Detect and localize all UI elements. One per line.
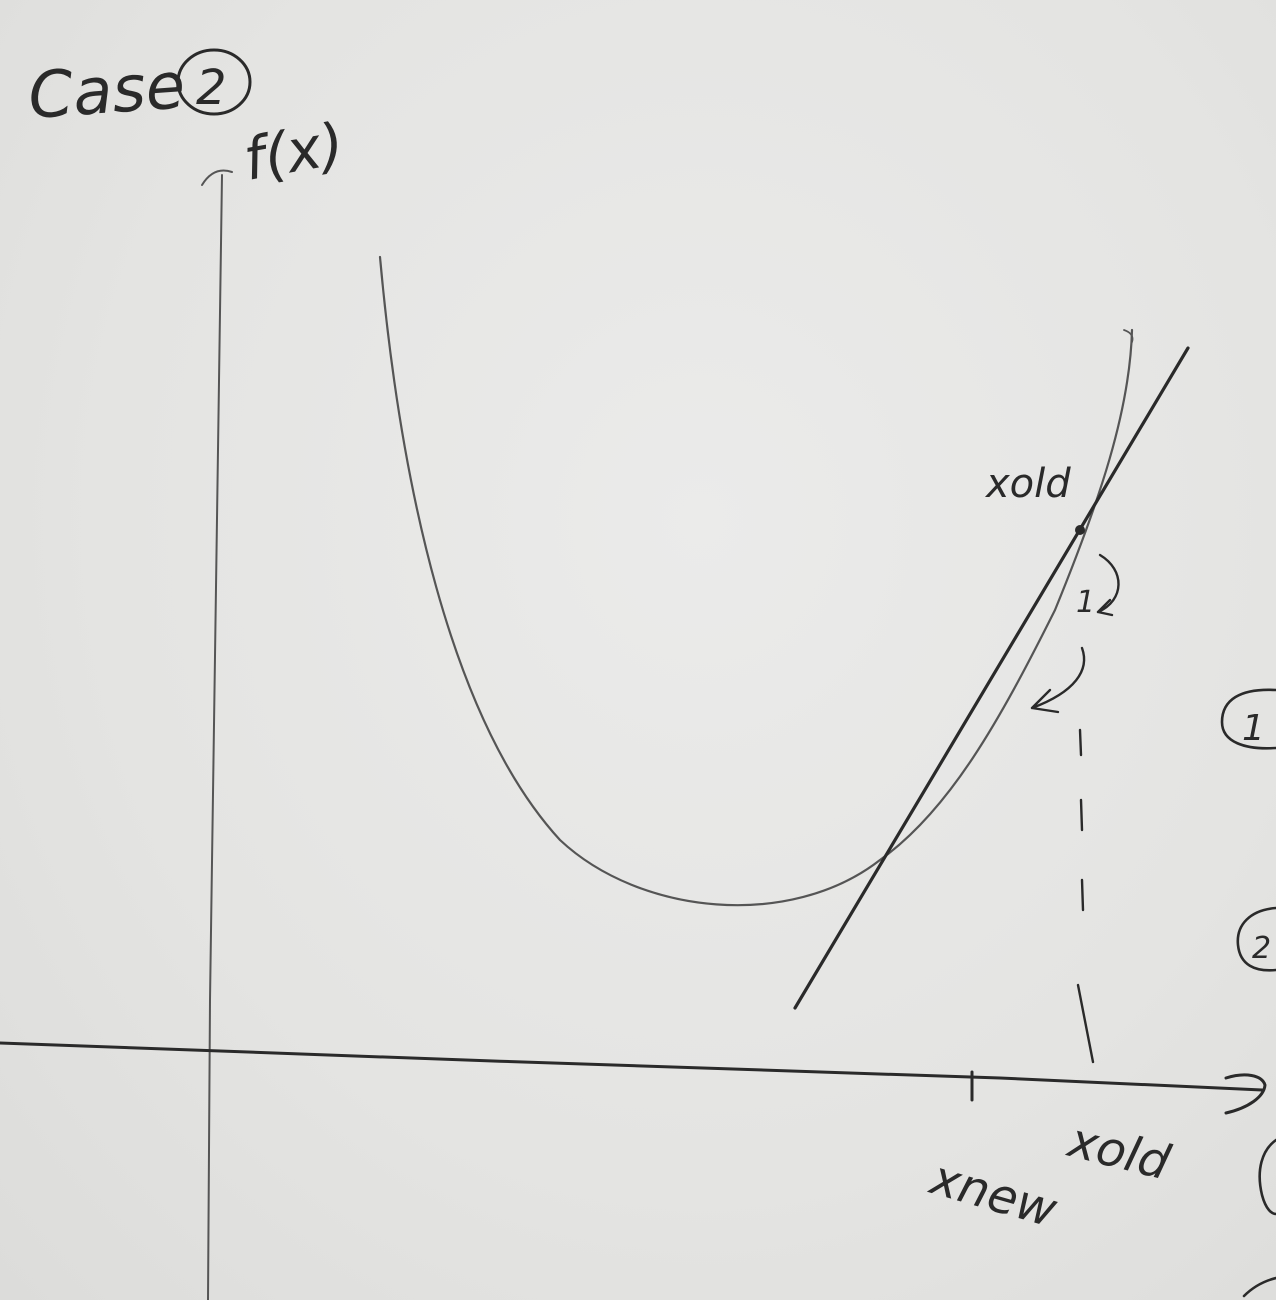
function-curve [378, 255, 1134, 907]
y-axis-label: f(x) [239, 109, 349, 193]
margin-circle-3 [1258, 1138, 1276, 1216]
dashed-drop-line [1076, 728, 1095, 1064]
margin-circle-2 [1236, 906, 1276, 972]
label-xold-axis: xold [1061, 1112, 1176, 1192]
margin-stroke-bottom [1242, 1276, 1276, 1298]
x-axis [0, 1041, 1264, 1092]
label-xold-point: xold [984, 461, 1071, 507]
case-title: Case [26, 49, 187, 134]
x-axis-arrowhead [1224, 1073, 1267, 1115]
label-xnew-axis: xnew [923, 1149, 1064, 1239]
margin-mark-1: 1 [1242, 708, 1265, 749]
case-number-circle [176, 48, 252, 116]
curve-end-hook [1123, 329, 1134, 343]
step-number-1: 1 [1076, 585, 1095, 620]
tangent-line [793, 346, 1190, 1010]
margin-circle-1 [1220, 688, 1276, 750]
margin-mark-2: 2 [1252, 931, 1271, 966]
step-arrow-2 [1030, 646, 1086, 714]
y-axis-arrowhead [201, 169, 233, 186]
y-axis [207, 174, 223, 1300]
point-xold [1075, 525, 1085, 535]
step-arrow-1 [1096, 553, 1120, 617]
case-number: 2 [196, 60, 227, 116]
